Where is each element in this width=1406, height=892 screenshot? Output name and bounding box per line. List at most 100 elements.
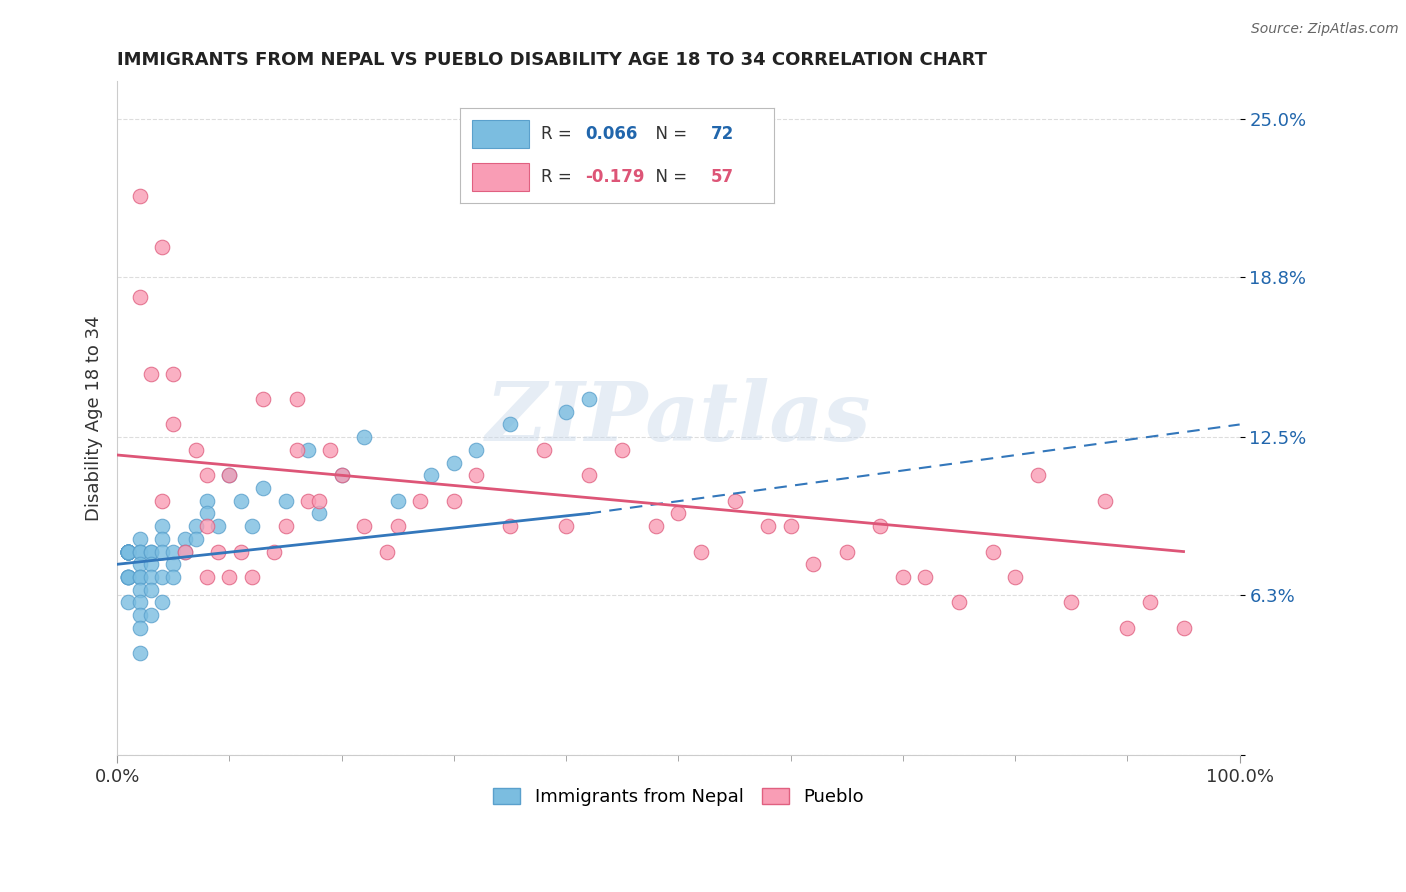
Text: ZIPatlas: ZIPatlas (485, 378, 872, 458)
Point (387, 519, 409, 533)
Point (117, 544, 139, 558)
Point (128, 532, 150, 546)
Point (128, 188, 150, 202)
Point (499, 417, 522, 432)
Text: Source: ZipAtlas.com: Source: ZipAtlas.com (1251, 22, 1399, 37)
Point (117, 544, 139, 558)
Point (195, 507, 218, 521)
Point (128, 646, 150, 660)
Point (252, 392, 274, 406)
Point (117, 544, 139, 558)
Point (117, 544, 139, 558)
Point (162, 544, 184, 558)
Point (801, 558, 824, 572)
Point (117, 544, 139, 558)
Point (443, 456, 465, 470)
Point (353, 519, 375, 533)
Point (835, 544, 858, 558)
Point (375, 544, 398, 558)
Point (308, 507, 330, 521)
Point (948, 595, 970, 609)
Point (533, 442, 555, 457)
Point (117, 544, 139, 558)
Point (578, 468, 600, 483)
Point (869, 519, 891, 533)
Point (117, 544, 139, 558)
Point (240, 570, 263, 584)
Point (465, 468, 488, 483)
Point (139, 608, 162, 623)
Point (128, 544, 150, 558)
Point (1116, 621, 1139, 635)
Y-axis label: Disability Age 18 to 34: Disability Age 18 to 34 (86, 315, 103, 521)
Point (330, 468, 353, 483)
Point (150, 493, 173, 508)
Point (162, 570, 184, 584)
Point (218, 468, 240, 483)
Point (150, 532, 173, 546)
Point (128, 595, 150, 609)
Point (117, 544, 139, 558)
Point (128, 558, 150, 572)
Point (128, 621, 150, 635)
Point (252, 481, 274, 495)
Point (128, 582, 150, 597)
Point (1173, 621, 1195, 635)
Point (173, 544, 195, 558)
Point (184, 532, 207, 546)
Point (139, 570, 162, 584)
Point (689, 544, 711, 558)
Point (128, 290, 150, 304)
Point (150, 519, 173, 533)
Point (117, 544, 139, 558)
Point (162, 367, 184, 381)
Point (353, 430, 375, 444)
Point (128, 570, 150, 584)
Point (465, 442, 488, 457)
Point (756, 519, 779, 533)
Point (184, 519, 207, 533)
Point (1060, 595, 1083, 609)
Legend: Immigrants from Nepal, Pueblo: Immigrants from Nepal, Pueblo (486, 780, 870, 814)
Point (150, 595, 173, 609)
Point (117, 544, 139, 558)
Point (981, 544, 1004, 558)
Point (207, 519, 229, 533)
Point (499, 519, 522, 533)
Point (117, 544, 139, 558)
Point (139, 558, 162, 572)
Point (117, 570, 139, 584)
Point (162, 558, 184, 572)
Point (723, 493, 745, 508)
Point (117, 544, 139, 558)
Point (218, 468, 240, 483)
Point (891, 570, 914, 584)
Point (117, 570, 139, 584)
Point (128, 544, 150, 558)
Point (117, 570, 139, 584)
Point (117, 544, 139, 558)
Point (117, 544, 139, 558)
Point (117, 544, 139, 558)
Point (139, 544, 162, 558)
Point (1094, 493, 1116, 508)
Point (173, 532, 195, 546)
Point (578, 392, 600, 406)
Point (117, 544, 139, 558)
Point (555, 405, 578, 419)
Point (285, 442, 308, 457)
Point (117, 544, 139, 558)
Point (195, 493, 218, 508)
Point (117, 570, 139, 584)
Point (555, 519, 578, 533)
Point (229, 493, 252, 508)
Point (612, 442, 634, 457)
Point (1004, 570, 1026, 584)
Point (274, 519, 297, 533)
Point (117, 544, 139, 558)
Point (1139, 595, 1161, 609)
Point (779, 519, 801, 533)
Point (285, 392, 308, 406)
Point (263, 544, 285, 558)
Point (1026, 468, 1049, 483)
